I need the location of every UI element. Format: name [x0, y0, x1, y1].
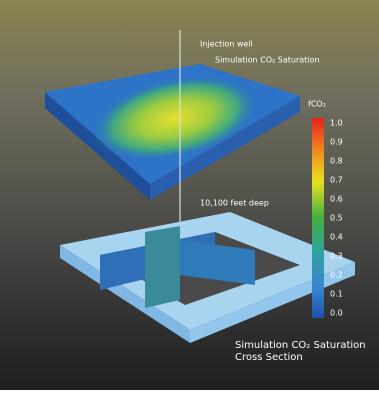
colorbar-ticks: 1.0 0.9 0.8 0.7 0.6 0.5 0.4 0.3 0.2 0.1 0.0 [330, 119, 343, 318]
depth-label: 10,100 feet deep [200, 199, 269, 208]
colorbar-tick-label: 0.3 [330, 252, 343, 261]
colorbar-tick-label: 0.1 [330, 290, 343, 299]
colorbar-tick-label: 1.0 [330, 119, 343, 128]
slab-side [45, 92, 150, 200]
well-label: Injection well [200, 40, 253, 49]
slab-side [150, 96, 300, 200]
co2-plume [91, 75, 259, 161]
colorbar-tick-label: 0.9 [330, 138, 343, 147]
bottom-subtitle: Cross Section [235, 352, 303, 363]
section-wall [180, 240, 255, 285]
bottom-title: Simulation CO₂ Saturation [235, 340, 366, 351]
section-wall [145, 226, 180, 308]
colorbar-tick-label: 0.6 [330, 195, 343, 204]
section-side [60, 245, 190, 343]
colorbar-tick-label: 0.2 [330, 271, 343, 280]
colorbar [312, 118, 324, 318]
colorbar-tick-label: 0.5 [330, 214, 343, 223]
top-title: Simulation CO₂ Saturation [215, 56, 320, 65]
colorbar-tick-label: 0.0 [330, 309, 343, 318]
legend-title: fCO₂ [308, 100, 326, 109]
colorbar-tick-label: 0.4 [330, 233, 343, 242]
colorbar-tick-label: 0.7 [330, 176, 343, 185]
colorbar-tick-label: 0.8 [330, 157, 343, 166]
